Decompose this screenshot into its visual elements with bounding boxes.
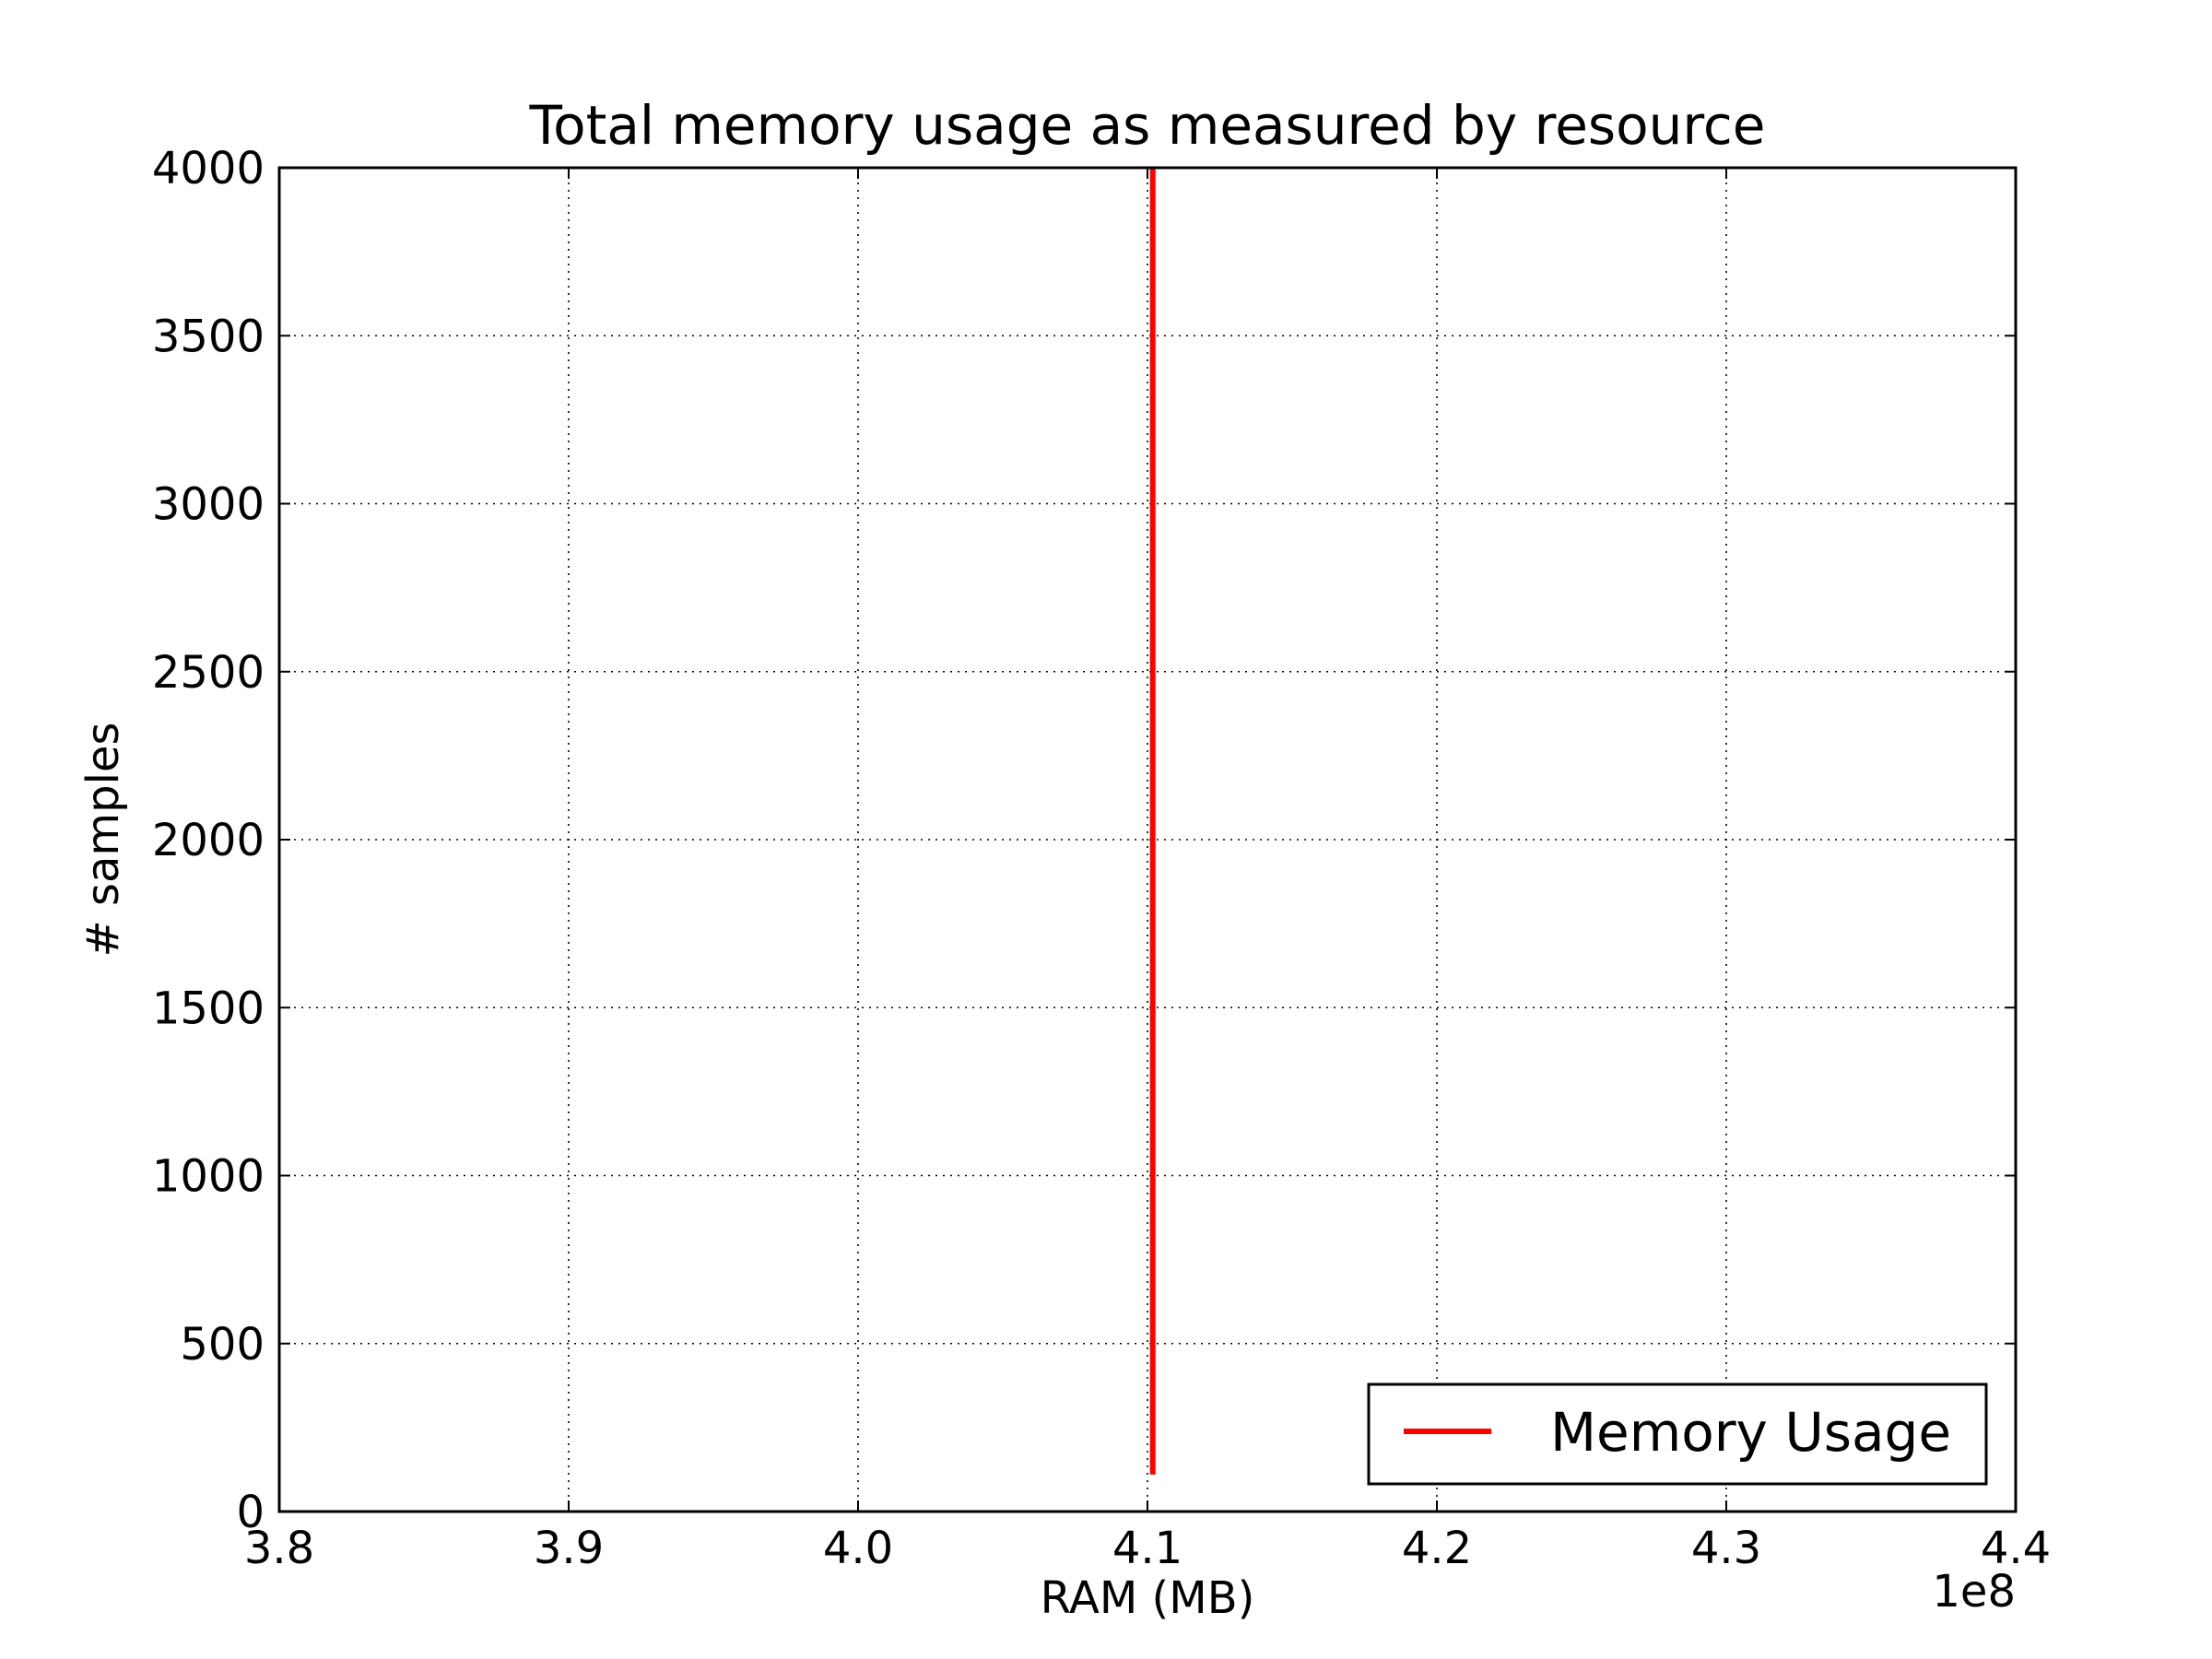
x-tick-label: 4.2 [1402,1523,1472,1574]
y-tick-label: 3500 [152,311,265,362]
y-tick-label: 1000 [152,1151,265,1203]
x-tick-label: 4.1 [1112,1523,1182,1574]
y-tick-label: 3000 [152,479,265,531]
y-tick-label: 0 [236,1487,265,1538]
y-tick-label: 2000 [152,815,265,866]
grid [279,168,2016,1512]
x-tick-labels: 3.8 3.9 4.0 4.1 4.2 4.3 4.4 [244,1523,2051,1574]
x-tick-label: 4.3 [1691,1523,1761,1574]
y-tick-labels: 0 500 1000 1500 2000 2500 3000 3500 4000 [152,143,265,1538]
x-tick-label: 3.9 [534,1523,604,1574]
x-tick-label: 4.0 [823,1523,893,1574]
legend-label-memory-usage: Memory Usage [1550,1401,1951,1464]
x-tick-label: 4.4 [1981,1523,2051,1574]
x-axis-label: RAM (MB) [1041,1572,1255,1624]
y-axis-label: # samples [77,723,129,958]
y-tick-label: 4000 [152,143,265,194]
y-tick-label: 2500 [152,647,265,699]
ticks [278,167,2017,1512]
x-tick-label: 3.8 [244,1523,314,1574]
y-tick-label: 500 [180,1319,265,1371]
chart-title: Total memory usage as measured by resour… [529,94,1766,157]
legend: Memory Usage [1367,1382,1988,1486]
y-tick-label: 1500 [152,982,265,1034]
x-offset-label: 1e8 [1932,1566,2016,1618]
